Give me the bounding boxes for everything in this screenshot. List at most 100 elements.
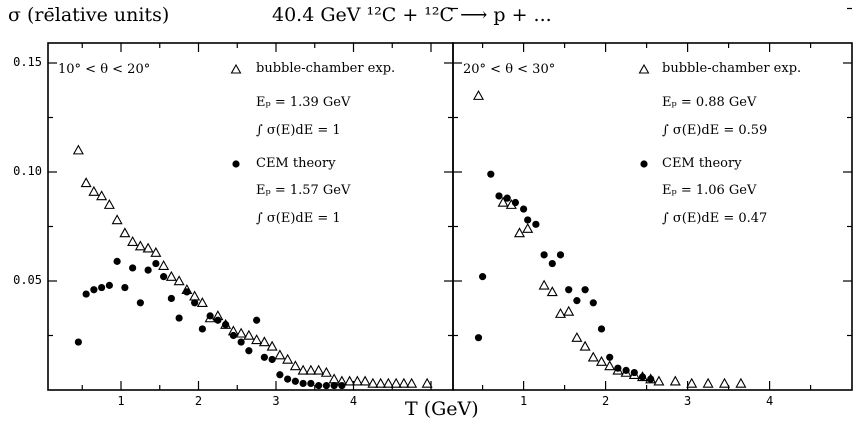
panel-angle-range: 10° < θ < 20°	[58, 62, 151, 77]
cem-dot-point	[253, 316, 261, 324]
x-tick-label: 2	[194, 394, 203, 408]
exp-triangle-point	[158, 260, 170, 270]
exp-triangle-point	[266, 340, 278, 351]
exp-triangle-point	[497, 196, 509, 207]
chart-title: 40.4 GeV ¹²C + ¹²C ⟶ p + ...	[272, 4, 552, 26]
exp-triangle-point	[134, 240, 146, 251]
cem-dot-point	[474, 334, 483, 342]
exp-triangle-point	[235, 327, 247, 338]
cem-dot-point	[206, 312, 214, 320]
legend-triangle-icon	[638, 63, 650, 74]
exp-triangle-point	[546, 286, 558, 297]
x-tick-label: 1	[117, 394, 125, 408]
cem-dot-point	[268, 355, 276, 364]
cem-dot-point	[630, 368, 638, 377]
panel-frame-2	[452, 42, 853, 391]
legend-theory-energy: Eₚ = 1.06 GeV	[662, 183, 757, 198]
legend-theory-energy: Eₚ = 1.57 GeV	[256, 183, 351, 198]
y-axis-label: σ (relative units)	[8, 4, 170, 26]
exp-triangle-point	[375, 377, 387, 388]
exp-triangle-point	[522, 222, 534, 233]
exp-triangle-point	[119, 227, 131, 238]
cem-dot-point	[144, 266, 152, 274]
cem-dot-point	[191, 299, 199, 307]
cem-dot-point	[74, 338, 82, 346]
cem-dot-point	[540, 251, 548, 259]
cem-dot-point	[338, 382, 346, 390]
exp-triangle-point	[587, 351, 599, 362]
cem-dot-point	[581, 286, 589, 294]
x-tick-label: 3	[272, 394, 280, 408]
x-tick-label: 2	[601, 394, 610, 408]
exp-triangle-point	[258, 336, 270, 347]
cem-dot-point	[121, 283, 129, 292]
legend-exp-energy: Eₚ = 1.39 GeV	[256, 95, 351, 110]
legend-exp-label: bubble-chamber exp.	[662, 61, 802, 76]
exp-triangle-point	[653, 375, 665, 386]
exp-triangle-point	[702, 377, 714, 388]
cem-dot-point	[597, 325, 606, 333]
cem-dot-point	[245, 347, 253, 355]
exp-triangle-point	[579, 340, 591, 351]
exp-triangle-point	[320, 366, 332, 377]
panel-angle-range: 20° < θ < 30°	[463, 62, 556, 77]
exp-triangle-point	[150, 246, 162, 257]
exp-triangle-point	[96, 190, 108, 201]
exp-triangle-point	[251, 334, 263, 345]
exp-triangle-point	[173, 275, 185, 286]
x-tick-label: 1	[519, 394, 528, 408]
exp-triangle-point	[297, 364, 309, 375]
exp-triangle-point	[421, 377, 433, 388]
exp-triangle-point	[80, 177, 92, 188]
exp-triangle-point	[382, 377, 394, 388]
exp-triangle-point	[367, 377, 379, 388]
exp-triangle-point	[604, 360, 616, 371]
cem-dot-point	[198, 325, 206, 333]
cem-dot-point	[479, 273, 487, 281]
cem-dot-point	[175, 314, 183, 322]
cem-dot-point	[330, 382, 338, 390]
exp-triangle-point	[142, 242, 154, 253]
cem-dot-point	[136, 299, 144, 307]
cem-dot-point	[565, 286, 573, 294]
exp-triangle-point	[196, 297, 208, 308]
exp-triangle-point	[390, 377, 402, 388]
exp-triangle-point	[344, 375, 356, 386]
cem-dot-point	[638, 373, 647, 381]
exp-triangle-point	[111, 214, 123, 225]
cem-dot-point	[548, 259, 556, 268]
exp-triangle-point	[351, 375, 363, 386]
cem-dot-point	[291, 377, 299, 385]
exp-triangle-point	[686, 377, 698, 388]
cem-dot-point	[647, 375, 655, 383]
cem-dot-point	[622, 366, 630, 374]
legend-theory-label: CEM theory	[662, 156, 742, 171]
x-tick-label: 4	[349, 394, 358, 408]
exp-triangle-point	[398, 377, 410, 388]
cem-dot-point	[556, 251, 565, 259]
exp-triangle-point	[103, 198, 115, 209]
cem-dot-point	[503, 194, 511, 202]
legend-theory-label: CEM theory	[256, 156, 336, 171]
legend-dot-icon	[640, 160, 648, 168]
y-tick-label: 0.10	[13, 164, 42, 178]
cem-dot-point	[487, 170, 495, 178]
y-tick-label: 0.05	[13, 273, 42, 287]
cem-dot-point	[307, 379, 315, 388]
legend-triangle-icon	[230, 63, 242, 74]
x-axis-label: T (GeV)	[405, 398, 479, 420]
exp-triangle-point	[472, 89, 485, 100]
cem-dot-point	[589, 299, 597, 307]
exp-triangle-point	[669, 375, 681, 386]
cem-dot-point	[105, 281, 113, 289]
cem-dot-point	[214, 316, 222, 324]
cem-dot-point	[167, 294, 175, 303]
cem-dot-point	[90, 286, 98, 294]
cem-dot-point	[98, 283, 106, 292]
cem-dot-point	[129, 264, 137, 272]
cem-dot-point	[260, 353, 268, 361]
legend-theory-integral: ∫ σ(E)dE = 0.47	[662, 211, 768, 226]
exp-triangle-point	[72, 144, 84, 155]
exp-triangle-point	[313, 364, 325, 375]
